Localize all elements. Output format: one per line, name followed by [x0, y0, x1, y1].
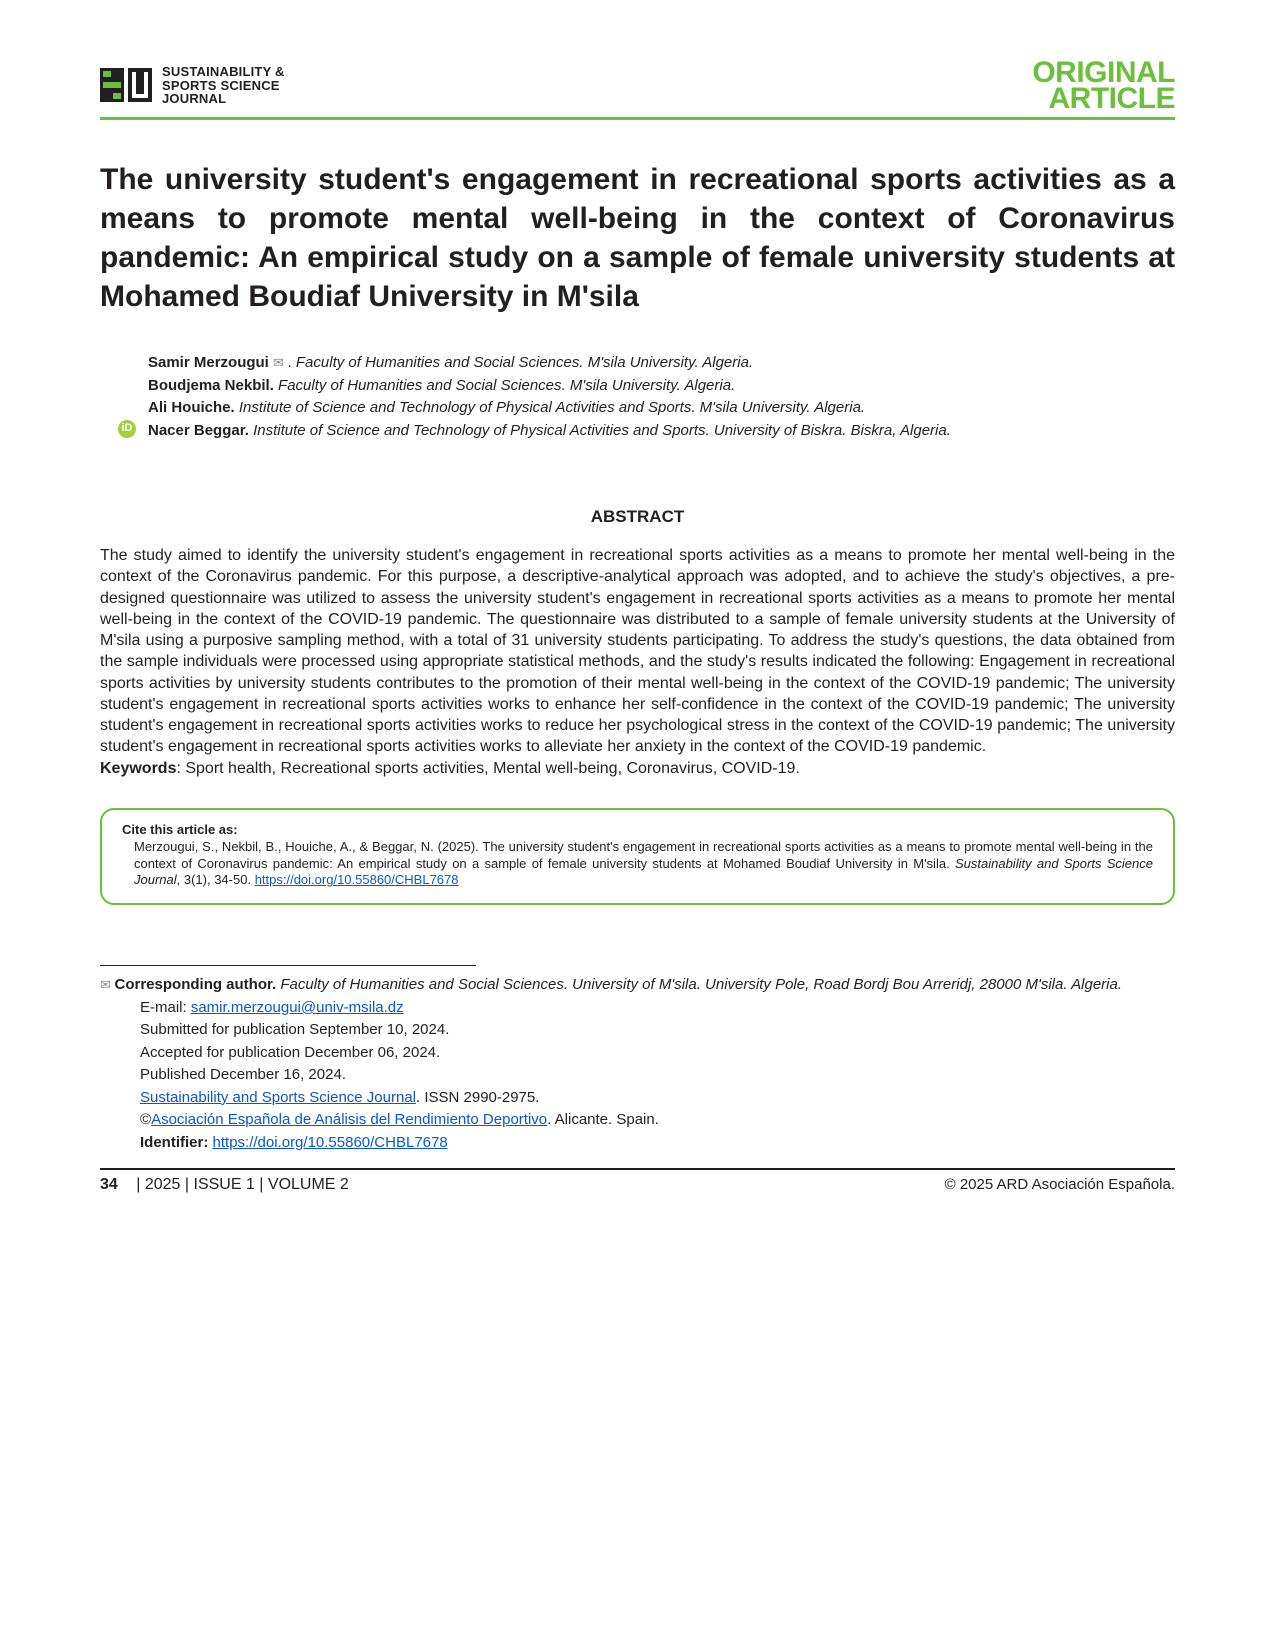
- citation-heading: Cite this article as:: [122, 822, 1153, 837]
- author-line: Samir Merzougui ✉ . Faculty of Humanitie…: [148, 352, 1175, 375]
- footnote-rule: [100, 965, 476, 966]
- mail-icon: ✉: [100, 977, 115, 992]
- mail-icon: ✉: [273, 355, 288, 370]
- page-number: 34: [100, 1176, 118, 1193]
- submitted-date: Submitted for publication September 10, …: [100, 1019, 1175, 1042]
- publisher-line: ©Asociación Española de Análisis del Ren…: [100, 1109, 1175, 1132]
- header-rule: [100, 117, 1175, 120]
- journal-issn-line: Sustainability and Sports Science Journa…: [100, 1087, 1175, 1110]
- citation-doi-link[interactable]: https://doi.org/10.55860/CHBL7678: [255, 872, 459, 887]
- citation-box: Cite this article as: Merzougui, S., Nek…: [100, 808, 1175, 906]
- author-line: iD Nacer Beggar. Institute of Science an…: [148, 420, 1175, 443]
- published-date: Published December 16, 2024.: [100, 1064, 1175, 1087]
- keywords-label: Keywords: [100, 760, 176, 777]
- corresponding-author-line: ✉ Corresponding author. Faculty of Human…: [100, 974, 1175, 997]
- publisher-link[interactable]: Asociación Española de Análisis del Rend…: [151, 1111, 547, 1128]
- author-affil: Faculty of Humanities and Social Science…: [296, 354, 753, 371]
- identifier-label: Identifier:: [140, 1134, 213, 1151]
- journal-link[interactable]: Sustainability and Sports Science Journa…: [140, 1089, 416, 1106]
- author-line: Ali Houiche. Institute of Science and Te…: [148, 397, 1175, 420]
- orcid-icon: iD: [118, 420, 136, 438]
- copyright-symbol: ©: [140, 1111, 151, 1128]
- footnotes-block: ✉ Corresponding author. Faculty of Human…: [100, 974, 1175, 1154]
- logo-text-line3: JOURNAL: [162, 92, 285, 106]
- corresponding-author-affil: Faculty of Humanities and Social Science…: [280, 976, 1122, 993]
- keywords-line: Keywords: Sport health, Recreational spo…: [100, 760, 1175, 778]
- publisher-suffix: . Alicante. Spain.: [547, 1111, 659, 1128]
- article-type-line2: ARTICLE: [1032, 86, 1175, 112]
- page-header: SUSTAINABILITY & SPORTS SCIENCE JOURNAL …: [100, 60, 1175, 111]
- corresponding-author-label: Corresponding author.: [115, 976, 277, 993]
- author-name: Nacer Beggar.: [148, 422, 249, 439]
- citation-text-suffix: , 3(1), 34-50.: [177, 872, 255, 887]
- citation-body: Merzougui, S., Nekbil, B., Houiche, A., …: [122, 839, 1153, 890]
- issue-text: | 2025 | ISSUE 1 | VOLUME 2: [136, 1176, 349, 1193]
- article-title: The university student's engagement in r…: [100, 160, 1175, 316]
- email-link[interactable]: samir.merzougui@univ-msila.dz: [191, 999, 404, 1016]
- footer-left: 34 | 2025 | ISSUE 1 | VOLUME 2: [100, 1176, 349, 1194]
- article-type-badge: ORIGINAL ARTICLE: [1032, 60, 1175, 111]
- accepted-date: Accepted for publication December 06, 20…: [100, 1042, 1175, 1065]
- logo-text-line2: SPORTS SCIENCE: [162, 79, 285, 93]
- author-name: Boudjema Nekbil.: [148, 377, 274, 394]
- abstract-heading: ABSTRACT: [100, 507, 1175, 527]
- author-sep: .: [288, 354, 296, 371]
- author-affil: Faculty of Humanities and Social Science…: [278, 377, 735, 394]
- author-name: Samir Merzougui: [148, 354, 269, 371]
- abstract-body: The study aimed to identify the universi…: [100, 545, 1175, 758]
- sj-logo-icon: [100, 68, 152, 102]
- keywords-text: Sport health, Recreational sports activi…: [185, 760, 800, 777]
- page-footer: 34 | 2025 | ISSUE 1 | VOLUME 2 © 2025 AR…: [100, 1176, 1175, 1194]
- email-line: E-mail: samir.merzougui@univ-msila.dz: [100, 997, 1175, 1020]
- footer-rule: [100, 1168, 1175, 1170]
- logo-text-line1: SUSTAINABILITY &: [162, 65, 285, 79]
- author-line: Boudjema Nekbil. Faculty of Humanities a…: [148, 375, 1175, 398]
- email-label: E-mail:: [140, 999, 191, 1016]
- footer-copyright: © 2025 ARD Asociación Española.: [945, 1176, 1175, 1194]
- author-affil: Institute of Science and Technology of P…: [253, 422, 951, 439]
- journal-logo-text: SUSTAINABILITY & SPORTS SCIENCE JOURNAL: [162, 65, 285, 106]
- issn-text: . ISSN 2990-2975.: [416, 1089, 539, 1106]
- identifier-line: Identifier: https://doi.org/10.55860/CHB…: [100, 1132, 1175, 1155]
- identifier-link[interactable]: https://doi.org/10.55860/CHBL7678: [213, 1134, 448, 1151]
- journal-logo: SUSTAINABILITY & SPORTS SCIENCE JOURNAL: [100, 65, 285, 106]
- author-name: Ali Houiche.: [148, 399, 235, 416]
- author-affil: Institute of Science and Technology of P…: [239, 399, 865, 416]
- authors-block: Samir Merzougui ✉ . Faculty of Humanitie…: [148, 352, 1175, 442]
